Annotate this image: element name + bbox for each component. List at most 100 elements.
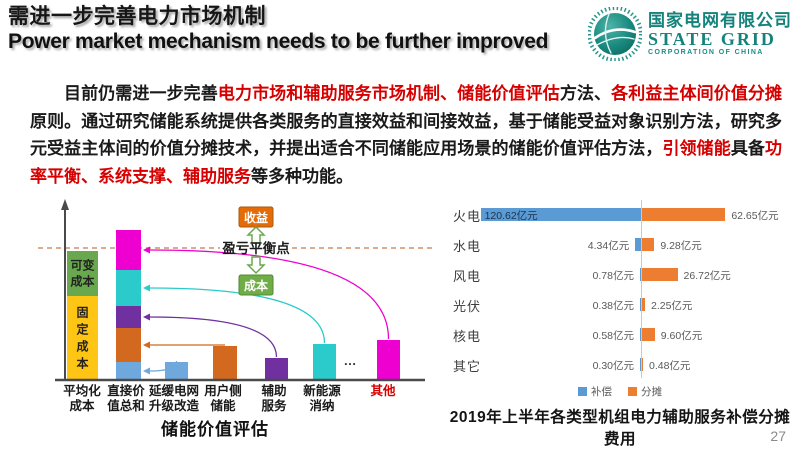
chart-legend: 补偿 分摊 [445, 384, 795, 399]
segment-label: 成本 [70, 274, 94, 289]
bar-分摊-其它 [642, 357, 643, 371]
segment-辅助服务 [116, 306, 141, 328]
link-arrowhead-icon [143, 367, 150, 375]
category-label-光伏: 光伏 [453, 299, 482, 314]
segment-其他 [116, 230, 141, 270]
body-text: 原则。通过研究储能系统提供各类服务的直接效益和间接效益，基于储能受益对象识别方法… [30, 111, 782, 159]
body-text: 方法、 [559, 84, 612, 103]
bar-补偿-火电 [480, 207, 641, 221]
value-label-分摊-水电: 9.28亿元 [660, 240, 702, 252]
category-label-水电: 水电 [453, 239, 482, 254]
x-category-label: 储能 [209, 398, 236, 413]
bar-补偿-风电 [639, 267, 641, 281]
segment-label: 可变 [70, 258, 94, 273]
legend-swatch-icon [578, 387, 587, 396]
state-grid-logo: 国家电网有限公司 STATE GRID CORPORATION OF CHINA [588, 7, 792, 61]
segment-label: 固 [76, 306, 88, 320]
cost-box-label: 成本 [244, 278, 268, 293]
value-label-分摊-火电: 62.65亿元 [731, 210, 779, 222]
body-text: 具备 [730, 139, 766, 158]
left-chart-title: 储能价值评估 [161, 420, 269, 439]
breakeven-label: 盈亏平衡点 [221, 240, 290, 256]
link-curve [149, 316, 278, 358]
x-category-label: 其他 [370, 383, 396, 398]
segment-延缓电网升级改造 [116, 362, 141, 380]
arrow-down-icon [246, 256, 266, 275]
x-category-label: 消纳 [309, 398, 334, 413]
x-category-label: 升级改造 [149, 398, 200, 413]
legend-label: 补偿 [591, 386, 612, 398]
slide-title-en: Power market mechanism needs to be furth… [8, 30, 549, 53]
chart-axis-line [641, 200, 642, 378]
category-label-其它: 其它 [453, 359, 482, 374]
x-category-label: 服务 [261, 398, 287, 413]
value-label-分摊-光伏: 2.25亿元 [650, 300, 693, 312]
satellite-bar-辅助服务 [265, 358, 288, 380]
segment-可变成本 [67, 251, 98, 296]
category-label-火电: 火电 [453, 209, 482, 224]
category-label-核电: 核电 [453, 329, 482, 344]
link-arrowhead-icon [143, 313, 150, 321]
emphasis-text: 电力市场和辅助服务市场机制、储能价值评估 [217, 84, 560, 103]
value-label-分摊-其它: 0.48亿元 [649, 360, 691, 372]
bar-分摊-风电 [642, 267, 678, 281]
logo-company-en: STATE GRID [648, 28, 776, 49]
link-arrowhead-icon [143, 246, 150, 254]
logo-company-zh: 国家电网有限公司 [648, 10, 792, 30]
bar-补偿-水电 [635, 237, 641, 251]
page-number: 27 [770, 428, 786, 444]
segment-label: 本 [76, 356, 88, 371]
ellipsis: … [344, 353, 357, 368]
satellite-bar-新能源消纳 [313, 344, 336, 380]
link-curve [149, 360, 178, 372]
cost-box [238, 274, 274, 296]
storage-value-chart: 固定成本可变 成本… 收益 盈亏平衡点 成本 平均化 成本 直接价 值总和 延缓电网 升级改造 用户侧… [30, 193, 442, 450]
compensation-allocation-chart: 补偿 分摊 2019年上半年各类型机组电力辅助服务补偿分摊费用 火电 120.62亿… [445, 195, 795, 450]
link-arrowhead-icon [143, 341, 150, 349]
storage-value-chart-canvas: 固定成本可变成本…收益盈亏平衡点成本平均化成本直接价值总和延缓电网升级改造用户侧… [38, 199, 432, 413]
emphasis-text: 引领储能 [662, 139, 731, 158]
segment-label: 定 [76, 322, 88, 337]
legend-label: 分摊 [641, 386, 662, 398]
logo-text: 国家电网有限公司 STATE GRID CORPORATION OF CHINA [648, 12, 792, 56]
bar-分摊-核电 [642, 327, 655, 341]
segment-新能源消纳 [116, 270, 141, 306]
right-chart-caption: 2019年上半年各类型机组电力辅助服务补偿分摊费用 [449, 409, 791, 448]
value-label-补偿-火电: 120.62亿元 [484, 210, 538, 222]
arrow-up-icon [246, 225, 266, 244]
emphasis-text: 功率平衡、系统支撑、辅助服务 [30, 139, 783, 186]
value-label-补偿-水电: 4.34亿元 [587, 240, 630, 252]
x-category-label: 辅助 [261, 383, 286, 398]
legend-swatch-icon [628, 387, 637, 396]
link-arrowhead-icon [143, 284, 150, 292]
link-curve [149, 287, 326, 344]
satellite-bar-用户侧储能 [213, 346, 237, 380]
logo-company-sub: CORPORATION OF CHINA [648, 48, 764, 56]
value-label-分摊-风电: 26.72亿元 [683, 270, 731, 282]
value-label-分摊-核电: 9.60亿元 [660, 330, 703, 342]
slide-title: 需进一步完善电力市场机制 Power market mechanism need… [8, 4, 549, 54]
x-category-label: 值总和 [107, 398, 145, 413]
x-category-label: 延缓电网 [148, 383, 199, 398]
x-category-label: 新能源 [303, 383, 341, 398]
x-category-label: 平均化 [63, 383, 101, 398]
x-category-label: 直接价 [107, 383, 145, 398]
x-category-label: 成本 [69, 398, 95, 413]
emphasis-text: 各利益主体间价值分摊 [611, 84, 783, 103]
category-label-风电: 风电 [453, 269, 482, 284]
value-label-补偿-风电: 0.78亿元 [592, 270, 634, 282]
satellite-bar-延缓电网升级改造 [165, 362, 188, 380]
x-category-label: 用户侧 [203, 383, 242, 398]
value-label-补偿-其它: 0.30亿元 [592, 360, 634, 372]
globe-icon [588, 7, 642, 61]
body-paragraph: 目前仍需进一步完善电力市场和辅助服务市场机制、储能价值评估方法、各利益主体间价值… [30, 80, 782, 190]
segment-固定成本 [67, 296, 98, 380]
segment-label: 成 [76, 339, 88, 354]
legend-item-补偿: 补偿 [578, 384, 612, 399]
bar-补偿-光伏 [640, 297, 641, 311]
value-label-补偿-光伏: 0.38亿元 [592, 300, 634, 312]
bar-分摊-水电 [642, 237, 655, 251]
satellite-bar-其他 [377, 340, 400, 380]
revenue-box-label: 收益 [244, 210, 268, 225]
y-axis-arrow-icon [61, 199, 69, 210]
